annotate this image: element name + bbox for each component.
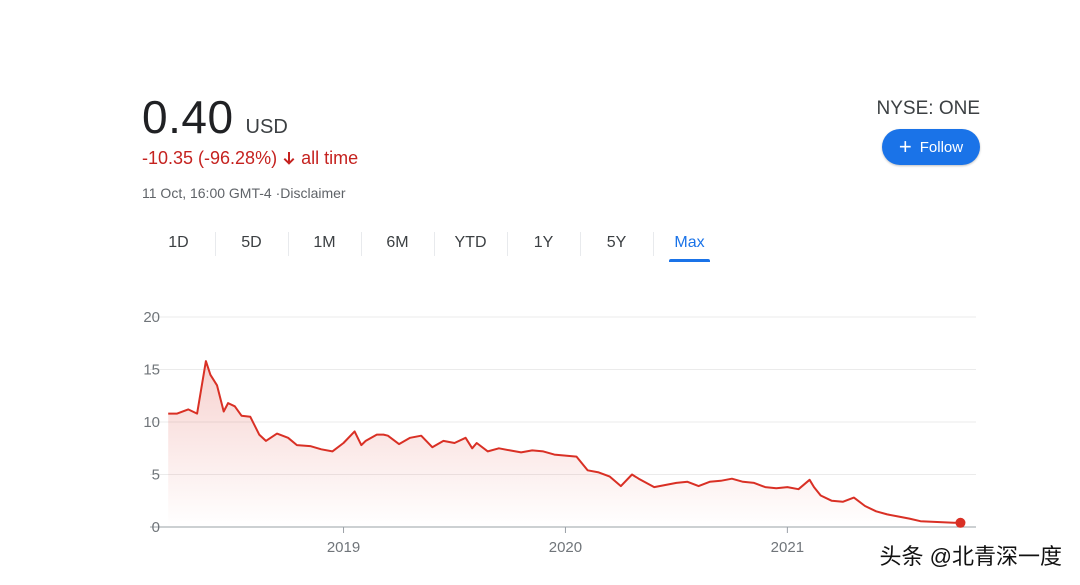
change-value: -10.35 (-96.28%) (142, 148, 278, 168)
x-tick-label: 2019 (327, 539, 360, 556)
y-tick-label: 20 (143, 309, 160, 326)
arrow-down-icon (283, 151, 295, 166)
tab-5y[interactable]: 5Y (580, 228, 653, 258)
y-tick-label: 15 (143, 362, 160, 379)
price-change: -10.35 (-96.28%) all time (142, 148, 358, 169)
tab-1m[interactable]: 1M (288, 228, 361, 258)
follow-label: Follow (919, 138, 964, 156)
y-tick-label: 10 (143, 414, 160, 431)
price-chart[interactable]: 0 5 10 15 20 2019 2020 2021 (0, 290, 1080, 565)
tab-5d[interactable]: 5D (215, 228, 288, 258)
ticker-symbol: NYSE: ONE (876, 98, 980, 119)
tab-1y[interactable]: 1Y (507, 228, 580, 258)
price-area-fill (168, 361, 961, 527)
tab-max[interactable]: Max (653, 228, 726, 262)
tab-ytd[interactable]: YTD (434, 228, 507, 258)
y-tick-label: 0 (152, 519, 160, 536)
y-tick-label: 5 (152, 467, 160, 484)
change-period: all time (301, 148, 359, 168)
follow-button[interactable]: + Follow (882, 129, 980, 165)
watermark: 头条 @北青深一度 (879, 544, 1062, 569)
price-line (168, 360, 961, 524)
tab-1d[interactable]: 1D (168, 234, 189, 251)
x-tick-label: 2020 (549, 539, 582, 556)
plus-icon: + (898, 134, 912, 159)
currency-label: USD (245, 116, 288, 138)
current-price-marker (955, 517, 966, 528)
price-row: 0.40 USD (142, 90, 288, 144)
range-tabs: 1D 5D 1M 6M YTD 1Y 5Y Max (142, 228, 726, 264)
timestamp-disclaimer[interactable]: 11 Oct, 16:00 GMT-4 ·Disclaimer (142, 185, 346, 201)
tab-6m[interactable]: 6M (361, 228, 434, 258)
x-tick-label: 2021 (771, 539, 804, 556)
current-price: 0.40 (142, 91, 234, 143)
